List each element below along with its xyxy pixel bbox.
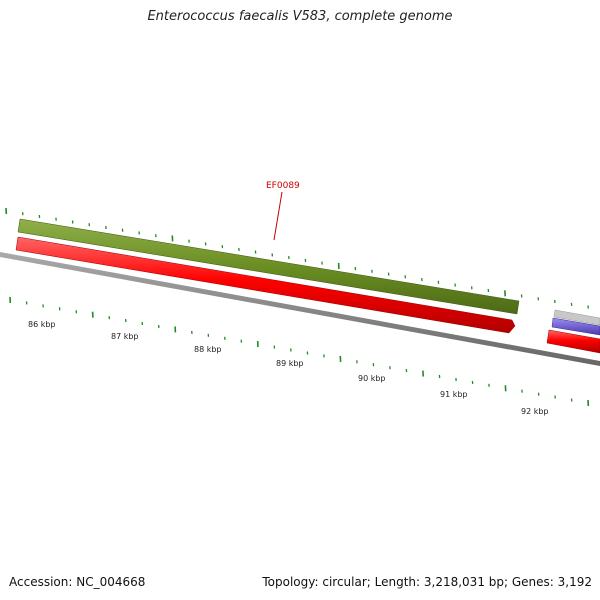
accession-text: Accession: NC_004668	[9, 575, 146, 589]
feature-grey-right[interactable]	[553, 309, 600, 326]
genome-title: Enterococcus faecalis V583, complete gen…	[147, 9, 453, 24]
genome-summary-text: Topology: circular; Length: 3,218,031 bp…	[262, 575, 592, 589]
feature-blue-right[interactable]	[551, 317, 600, 336]
gene-label-EF0089[interactable]: EF0089	[266, 181, 300, 191]
scale-label-90: 90 kbp	[358, 374, 386, 383]
scale-label-88: 88 kbp	[194, 345, 222, 354]
genome-backbone	[0, 252, 600, 366]
reverse-gene-right[interactable]	[546, 329, 600, 354]
scale-label-89: 89 kbp	[276, 359, 304, 368]
scale-label-87: 87 kbp	[111, 332, 139, 341]
scale-label-92: 92 kbp	[521, 407, 549, 416]
forward-gene-EF0089[interactable]	[17, 218, 520, 315]
tick-row-top	[5, 207, 589, 309]
reverse-gene-left[interactable]	[15, 236, 516, 334]
gene-label-leader	[273, 191, 283, 241]
tick-row-bottom	[9, 296, 590, 407]
scale-label-91: 91 kbp	[440, 390, 468, 399]
scale-label-86: 86 kbp	[28, 320, 56, 329]
